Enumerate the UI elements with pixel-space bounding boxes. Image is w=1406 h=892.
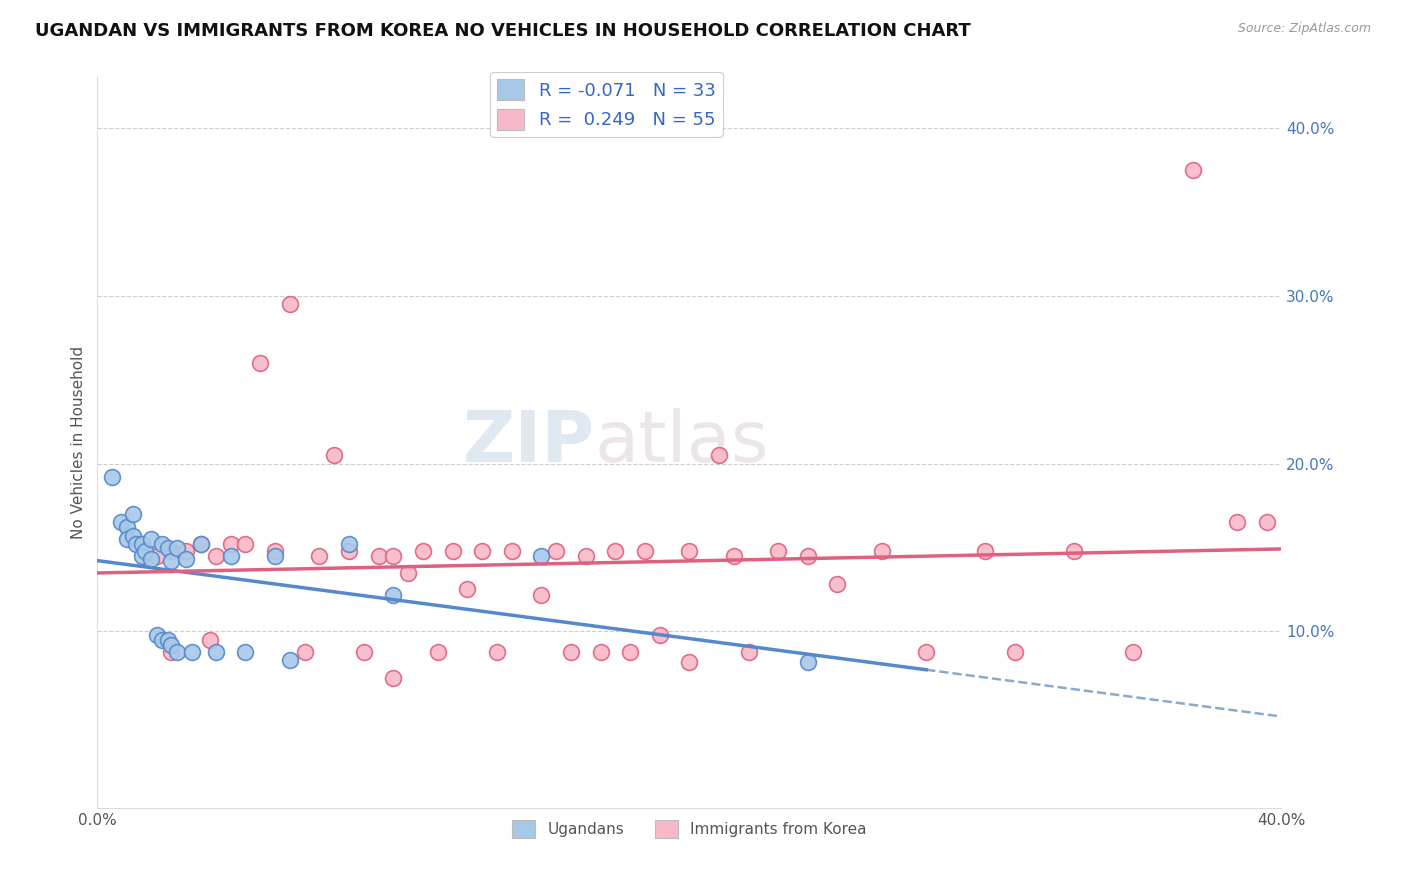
Point: [131, 549, 153, 563]
Point: [157, 541, 180, 555]
Text: atlas: atlas: [595, 409, 769, 477]
Point: [131, 537, 153, 551]
Point: [707, 448, 730, 462]
Point: [485, 645, 508, 659]
Point: [198, 632, 221, 647]
Point: [181, 645, 204, 659]
Point: [145, 549, 167, 563]
Point: [441, 544, 464, 558]
Point: [382, 588, 405, 602]
Point: [323, 448, 346, 462]
Point: [166, 541, 188, 555]
Point: [723, 549, 745, 563]
Point: [1181, 162, 1204, 177]
Point: [174, 544, 197, 558]
Point: [139, 552, 162, 566]
Point: [294, 645, 316, 659]
Text: Source: ZipAtlas.com: Source: ZipAtlas.com: [1237, 22, 1371, 36]
Point: [678, 544, 700, 558]
Y-axis label: No Vehicles in Household: No Vehicles in Household: [72, 346, 86, 539]
Point: [974, 544, 997, 558]
Point: [122, 507, 145, 521]
Point: [235, 537, 257, 551]
Point: [122, 529, 145, 543]
Point: [235, 645, 257, 659]
Point: [546, 544, 568, 558]
Point: [634, 544, 657, 558]
Point: [382, 549, 405, 563]
Point: [1256, 516, 1278, 530]
Point: [190, 537, 212, 551]
Point: [797, 655, 820, 669]
Point: [204, 645, 226, 659]
Point: [619, 645, 641, 659]
Point: [160, 544, 183, 558]
Point: [157, 632, 180, 647]
Point: [471, 544, 494, 558]
Point: [353, 645, 375, 659]
Text: UGANDAN VS IMMIGRANTS FROM KOREA NO VEHICLES IN HOUSEHOLD CORRELATION CHART: UGANDAN VS IMMIGRANTS FROM KOREA NO VEHI…: [35, 22, 972, 40]
Point: [456, 582, 478, 597]
Point: [204, 549, 226, 563]
Point: [396, 566, 419, 580]
Point: [530, 549, 553, 563]
Point: [1004, 645, 1026, 659]
Point: [249, 356, 271, 370]
Point: [308, 549, 330, 563]
Point: [174, 552, 197, 566]
Point: [605, 544, 627, 558]
Point: [139, 532, 162, 546]
Point: [166, 645, 188, 659]
Point: [1063, 544, 1085, 558]
Point: [152, 537, 174, 551]
Point: [190, 537, 212, 551]
Point: [278, 653, 301, 667]
Point: [382, 672, 405, 686]
Point: [426, 645, 449, 659]
Point: [575, 549, 598, 563]
Point: [589, 645, 612, 659]
Point: [101, 470, 124, 484]
Point: [264, 544, 287, 558]
Point: [125, 537, 148, 551]
Point: [219, 537, 242, 551]
Point: [1226, 516, 1249, 530]
Point: [1122, 645, 1144, 659]
Point: [337, 544, 360, 558]
Point: [766, 544, 789, 558]
Text: ZIP: ZIP: [463, 409, 595, 477]
Point: [337, 537, 360, 551]
Point: [152, 632, 174, 647]
Point: [278, 297, 301, 311]
Point: [797, 549, 820, 563]
Point: [219, 549, 242, 563]
Point: [115, 520, 138, 534]
Point: [412, 544, 434, 558]
Point: [160, 638, 183, 652]
Point: [115, 532, 138, 546]
Point: [131, 537, 153, 551]
Point: [160, 645, 183, 659]
Point: [501, 544, 523, 558]
Point: [145, 628, 167, 642]
Point: [367, 549, 389, 563]
Point: [134, 544, 156, 558]
Point: [264, 549, 287, 563]
Point: [678, 655, 700, 669]
Point: [827, 577, 849, 591]
Point: [737, 645, 759, 659]
Point: [530, 588, 553, 602]
Point: [160, 554, 183, 568]
Point: [915, 645, 938, 659]
Point: [560, 645, 582, 659]
Point: [648, 628, 671, 642]
Point: [870, 544, 893, 558]
Legend: Ugandans, Immigrants from Korea: Ugandans, Immigrants from Korea: [506, 814, 873, 844]
Point: [110, 516, 132, 530]
